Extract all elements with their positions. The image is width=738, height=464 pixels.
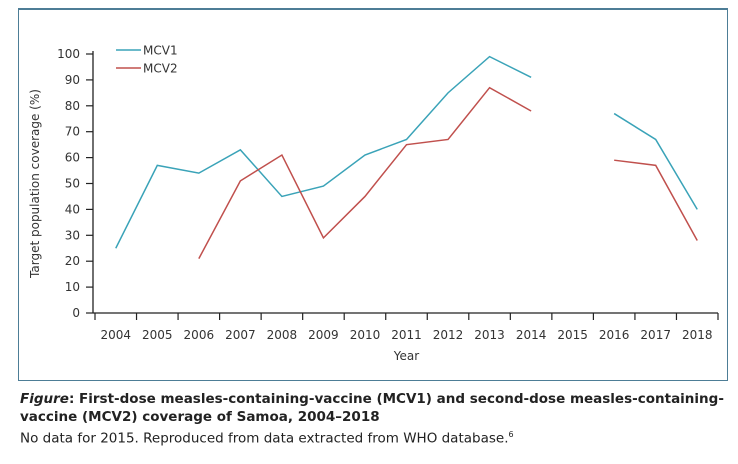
x-tick-label: 2017 [640,328,671,342]
y-axis-label: Target population coverage (%) [28,89,42,279]
figure-caption: Figure: First-dose measles-containing-va… [20,390,735,448]
x-tick-label: 2014 [516,328,547,342]
y-tick-label: 80 [65,99,80,113]
legend-label: MCV1 [143,44,178,58]
x-tick-label: 2011 [391,328,422,342]
y-tick-label: 100 [57,47,80,61]
x-tick-label: 2010 [350,328,381,342]
series-line-mcv2 [198,86,532,259]
y-tick-label: 0 [72,306,80,320]
x-tick-label: 2018 [682,328,713,342]
x-axis-label: Year [393,349,419,363]
y-tick-label: 70 [65,125,80,139]
y-tick-label: 50 [65,177,80,191]
series-line-mcv1 [115,55,532,249]
x-tick-label: 2004 [100,328,131,342]
x-tick-label: 2007 [225,328,256,342]
y-tick-label: 20 [65,254,80,268]
y-tick-label: 60 [65,151,80,165]
chart-frame [18,8,728,381]
series-line-mcv2 [614,159,698,241]
line-chart: 0 10 20 30 40 50 60 70 80 90 100 2004 2005 2006 2007 20… [28,44,719,363]
caption-title: Figure: First-dose measles-containing-va… [20,391,724,425]
legend-label: MCV2 [143,62,178,76]
x-tick-label: 2008 [267,328,298,342]
x-tick-label: 2015 [557,328,588,342]
y-tick-label: 10 [65,280,80,294]
y-tick-label: 30 [65,228,80,242]
x-tick-label: 2009 [308,328,339,342]
y-tick-label: 90 [65,73,80,87]
x-tick-label: 2005 [142,328,173,342]
x-tick-label: 2012 [433,328,464,342]
x-tick-label: 2016 [599,328,630,342]
y-tick-label: 40 [65,202,80,216]
caption-note: No data for 2015. Reproduced from data e… [20,430,514,447]
x-tick-label: 2013 [474,328,505,342]
x-tick-label: 2006 [184,328,215,342]
